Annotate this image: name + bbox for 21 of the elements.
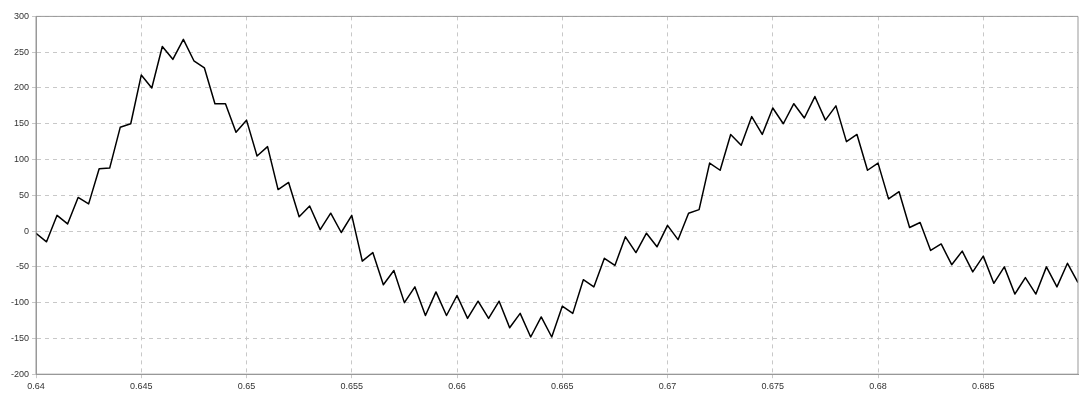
y-tick-label: 0 xyxy=(24,225,30,236)
x-tick-label: 0.675 xyxy=(761,381,785,392)
x-tick-label: 0.655 xyxy=(340,381,364,392)
x-tick-label: 0.68 xyxy=(869,381,887,392)
y-tick-label: -100 xyxy=(11,297,30,308)
x-tick-label: 0.65 xyxy=(237,381,256,392)
x-tick-label: 0.645 xyxy=(130,381,153,392)
y-tick-label: 200 xyxy=(13,82,30,93)
x-tick-label: 0.67 xyxy=(658,381,677,392)
y-tick-label: 50 xyxy=(19,189,30,200)
x-tick-label: 0.66 xyxy=(448,381,466,392)
y-tick-label: -50 xyxy=(16,261,30,272)
y-tick-label: 250 xyxy=(13,46,30,57)
x-tick-label: 0.685 xyxy=(972,381,995,392)
y-tick-label: 300 xyxy=(13,10,30,21)
y-tick-label: 100 xyxy=(13,154,30,164)
x-tick-label: 0.665 xyxy=(551,381,574,392)
y-tick-label: -150 xyxy=(11,332,30,343)
y-tick-label: 150 xyxy=(13,118,30,129)
y-tick-label: -200 xyxy=(11,368,30,379)
x-tick-label: 0.64 xyxy=(27,381,45,392)
